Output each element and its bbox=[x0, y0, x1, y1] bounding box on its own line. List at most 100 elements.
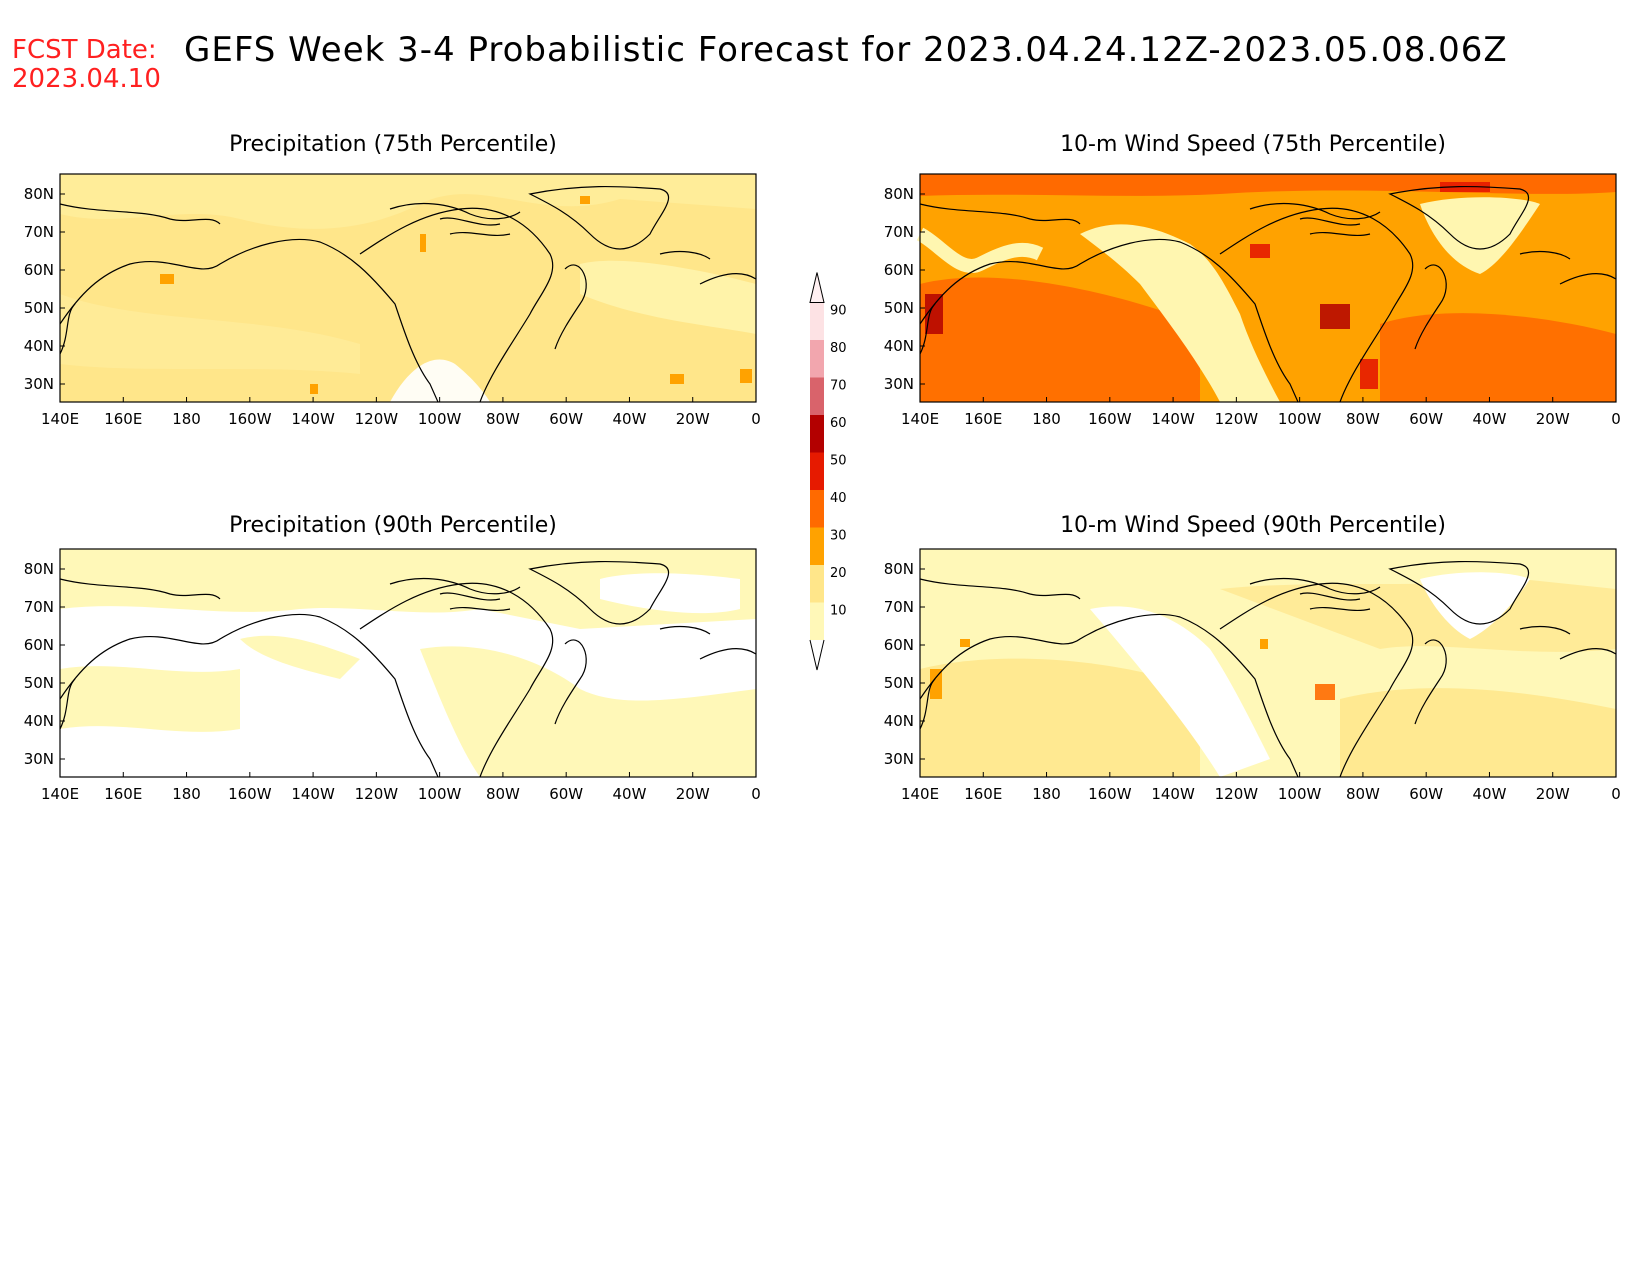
lon-tick-label: 40W bbox=[1472, 410, 1506, 428]
lat-tick-label: 70N bbox=[884, 223, 914, 241]
color-bar-segment bbox=[810, 527, 824, 565]
lon-tick-label: 120W bbox=[1215, 785, 1259, 803]
color-bar-segment bbox=[810, 565, 824, 603]
color-bar-label: 20 bbox=[830, 566, 847, 581]
lon-tick-label: 140W bbox=[1151, 410, 1195, 428]
lon-tick-label: 100W bbox=[418, 410, 462, 428]
lon-tick-label: 140E bbox=[901, 410, 939, 428]
lat-tick-label: 60N bbox=[884, 261, 914, 279]
lon-tick-label: 40W bbox=[1472, 785, 1506, 803]
lon-tick-label: 40W bbox=[612, 785, 646, 803]
lon-tick-label: 60W bbox=[1409, 410, 1443, 428]
lon-tick-label: 20W bbox=[1536, 785, 1570, 803]
lat-tick-label: 40N bbox=[24, 337, 54, 355]
lat-tick-label: 50N bbox=[884, 299, 914, 317]
color-bar-end-low bbox=[809, 639, 825, 671]
lon-tick-label: 120W bbox=[355, 410, 399, 428]
lon-tick-label: 0 bbox=[1611, 785, 1621, 803]
lon-tick-label: 100W bbox=[418, 785, 462, 803]
color-bar-segment bbox=[810, 490, 824, 528]
color-bar: 10 20 30 40 50 60 70 80 90 bbox=[809, 272, 847, 671]
lon-tick-label: 80W bbox=[1346, 410, 1380, 428]
lat-tick-label: 30N bbox=[884, 375, 914, 393]
lon-tick-label: 160W bbox=[228, 410, 272, 428]
lon-tick-label: 60W bbox=[1409, 785, 1443, 803]
lon-tick-label: 100W bbox=[1278, 785, 1322, 803]
lon-tick-label: 180 bbox=[1032, 410, 1061, 428]
color-bar-label: 90 bbox=[830, 304, 847, 319]
panel-title-wind-90: 10-m Wind Speed (90th Percentile) bbox=[1060, 513, 1446, 538]
color-bar-label: 50 bbox=[830, 454, 847, 469]
lon-tick-label: 140E bbox=[901, 785, 939, 803]
panel-title-wind-75: 10-m Wind Speed (75th Percentile) bbox=[1060, 132, 1446, 157]
lon-tick-label: 160W bbox=[228, 785, 272, 803]
panel-title-precip-75: Precipitation (75th Percentile) bbox=[229, 132, 557, 157]
lat-tick-label: 30N bbox=[884, 750, 914, 768]
lat-tick-label: 80N bbox=[24, 560, 54, 578]
lat-tick-label: 70N bbox=[24, 223, 54, 241]
lat-tick-label: 50N bbox=[24, 674, 54, 692]
color-bar-segment bbox=[810, 602, 824, 640]
panel-title-precip-90: Precipitation (90th Percentile) bbox=[229, 513, 557, 538]
lon-tick-label: 160W bbox=[1088, 785, 1132, 803]
lon-tick-label: 0 bbox=[751, 410, 761, 428]
lat-tick-label: 40N bbox=[884, 337, 914, 355]
lat-tick-label: 50N bbox=[24, 299, 54, 317]
lat-tick-label: 40N bbox=[24, 712, 54, 730]
color-bar-segment bbox=[810, 415, 824, 453]
map-panel-precip-90: 140E 160E 180 160W 140W 120W 100W 80W 60W 40W 20W 0… bbox=[24, 548, 761, 803]
lat-tick-label: 30N bbox=[24, 375, 54, 393]
lon-tick-label: 160E bbox=[964, 410, 1002, 428]
lon-tick-label: 0 bbox=[751, 785, 761, 803]
map-panel-wind-75: 140E 160E 180 160W 140W 120W 100W 80W 60W 40W 20W 0… bbox=[884, 173, 1621, 428]
lat-tick-label: 30N bbox=[24, 750, 54, 768]
lat-tick-label: 60N bbox=[24, 261, 54, 279]
lon-tick-label: 60W bbox=[549, 785, 583, 803]
lon-tick-label: 60W bbox=[549, 410, 583, 428]
color-bar-segment bbox=[810, 452, 824, 490]
color-bar-label: 40 bbox=[830, 491, 847, 506]
lon-tick-label: 20W bbox=[1536, 410, 1570, 428]
lon-tick-label: 180 bbox=[172, 410, 201, 428]
lon-tick-label: 160E bbox=[964, 785, 1002, 803]
lon-tick-label: 20W bbox=[676, 785, 710, 803]
lon-tick-label: 80W bbox=[1346, 785, 1380, 803]
lon-tick-label: 160E bbox=[104, 410, 142, 428]
lon-tick-label: 160W bbox=[1088, 410, 1132, 428]
lon-tick-label: 140E bbox=[41, 785, 79, 803]
color-bar-label: 60 bbox=[830, 416, 847, 431]
lat-tick-label: 60N bbox=[884, 636, 914, 654]
lat-tick-label: 80N bbox=[884, 185, 914, 203]
color-bar-label: 70 bbox=[830, 379, 847, 394]
forecast-date-value: 2023.04.10 bbox=[12, 64, 161, 94]
lon-tick-label: 160E bbox=[104, 785, 142, 803]
lon-tick-label: 80W bbox=[486, 410, 520, 428]
lon-tick-label: 120W bbox=[355, 785, 399, 803]
lon-tick-label: 80W bbox=[486, 785, 520, 803]
lon-tick-label: 140W bbox=[1151, 785, 1195, 803]
lon-tick-label: 120W bbox=[1215, 410, 1259, 428]
lat-tick-label: 50N bbox=[884, 674, 914, 692]
map-panel-precip-75: 140E 160E 180 160W 140W 120W 100W 80W 60W 40W 20W 0… bbox=[24, 173, 761, 428]
lat-tick-label: 80N bbox=[884, 560, 914, 578]
lat-tick-label: 80N bbox=[24, 185, 54, 203]
color-bar-label: 30 bbox=[830, 529, 847, 544]
lon-tick-label: 40W bbox=[612, 410, 646, 428]
map-panel-wind-90: 140E 160E 180 160W 140W 120W 100W 80W 60W 40W 20W 0… bbox=[884, 548, 1621, 803]
lat-tick-label: 70N bbox=[884, 598, 914, 616]
forecast-date-label: FCST Date: bbox=[12, 35, 157, 65]
lon-tick-label: 140W bbox=[291, 410, 335, 428]
lon-tick-label: 180 bbox=[172, 785, 201, 803]
lon-tick-label: 0 bbox=[1611, 410, 1621, 428]
lat-tick-label: 40N bbox=[884, 712, 914, 730]
lon-tick-label: 100W bbox=[1278, 410, 1322, 428]
color-bar-segment bbox=[810, 377, 824, 415]
forecast-date: FCST Date: 2023.04.10 bbox=[12, 36, 161, 94]
color-bar-segment bbox=[810, 302, 824, 340]
lon-tick-label: 140W bbox=[291, 785, 335, 803]
color-bar-label: 80 bbox=[830, 341, 847, 356]
color-bar-label: 10 bbox=[830, 604, 847, 619]
lon-tick-label: 140E bbox=[41, 410, 79, 428]
lon-tick-label: 180 bbox=[1032, 785, 1061, 803]
color-bar-end-high bbox=[809, 272, 825, 303]
